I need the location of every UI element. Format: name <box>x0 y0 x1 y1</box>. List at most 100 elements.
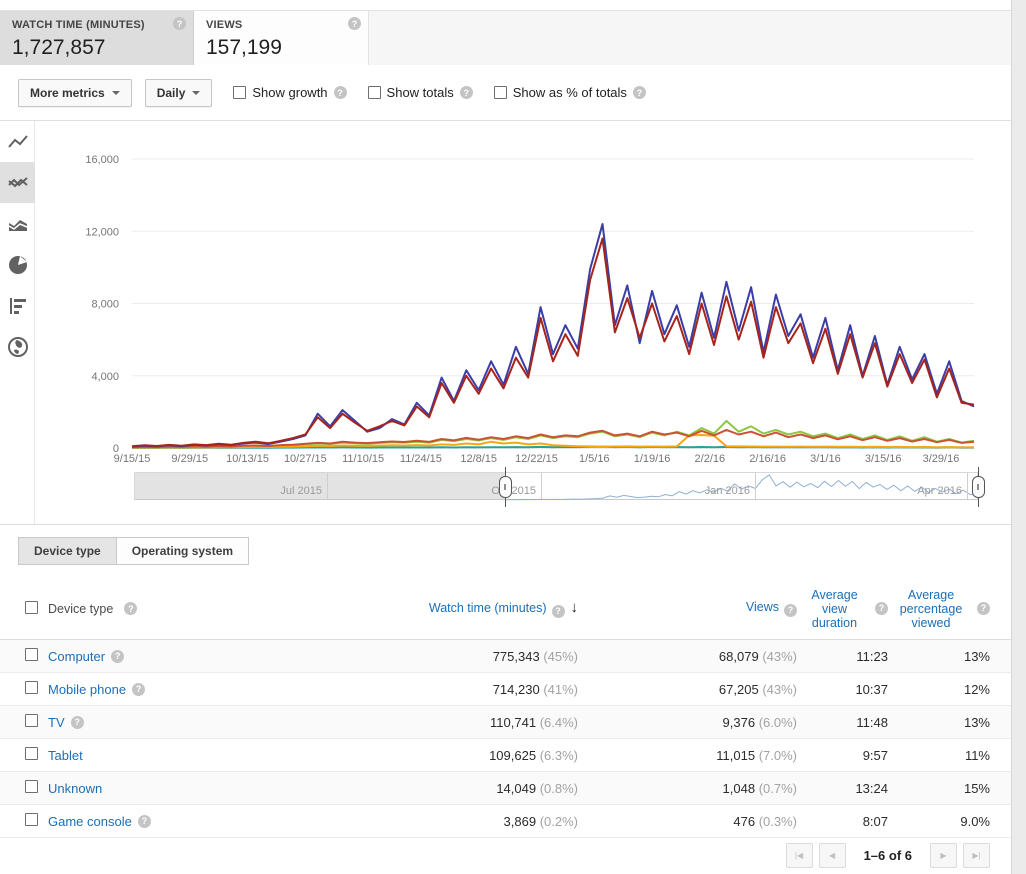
help-icon[interactable] <box>977 601 990 615</box>
x-axis-tick: 11/24/15 <box>400 453 442 465</box>
x-axis-tick: 9/29/15 <box>171 453 208 465</box>
table-row[interactable]: Tablet 109,625 (6.3%) 11,015 (7.0%) 9:57 11% <box>0 739 1011 772</box>
device-type-link[interactable]: Unknown <box>48 780 103 796</box>
x-axis-tick: 3/1/16 <box>810 453 841 465</box>
scrubber-sparkline <box>505 474 978 501</box>
scrubber-handle-right[interactable] <box>972 467 985 507</box>
checkbox-label: Show growth <box>252 85 328 100</box>
checkbox-icon[interactable] <box>233 86 247 99</box>
column-avg-view-duration[interactable]: Average view duration <box>797 588 888 630</box>
table-row[interactable]: Computer 775,343 (45%) 68,079 (43%) 11:23 13… <box>0 640 1011 673</box>
column-watch-time-sort[interactable]: Watch time (minutes) <box>428 601 547 616</box>
tab-operating-system[interactable]: Operating system <box>116 537 250 565</box>
metric-card-watch-time[interactable]: WATCH TIME (MINUTES) 1,727,857 <box>0 11 194 65</box>
y-axis-tick: 12,000 <box>85 226 119 238</box>
watch-time-cell: 110,741 (6.4%) <box>490 714 578 730</box>
views-cell: 9,376 (6.0%) <box>722 714 797 730</box>
checkbox-icon[interactable] <box>367 86 381 99</box>
help-icon[interactable] <box>459 86 473 99</box>
page-gutter <box>1011 0 1026 874</box>
avg-view-duration-cell: 8:07 <box>862 813 888 829</box>
metric-value: 1,727,857 <box>12 36 106 59</box>
help-icon[interactable] <box>137 814 151 828</box>
interval-daily-button[interactable]: Daily <box>144 78 213 107</box>
more-metrics-button[interactable]: More metrics <box>18 78 132 107</box>
row-checkbox[interactable] <box>25 813 38 826</box>
show-totals-checkbox[interactable]: Show totals <box>367 85 473 100</box>
column-views-sort[interactable]: Views <box>745 600 779 615</box>
sort-desc-icon[interactable] <box>571 599 579 616</box>
help-icon[interactable] <box>132 682 146 696</box>
column-avg-percentage-viewed[interactable]: Average percentage viewed <box>888 588 990 630</box>
pagination: |◀ ◀ 1–6 of 6 ▶ ▶| <box>0 843 990 868</box>
more-metrics-label: More metrics <box>30 85 105 100</box>
header-line: Average <box>907 587 955 602</box>
x-axis-tick: 12/22/15 <box>515 453 558 465</box>
scrubber-unselected-range <box>135 473 505 499</box>
chart-type-stacked-area-icon[interactable] <box>0 203 35 244</box>
help-icon[interactable] <box>348 17 361 30</box>
next-page-button[interactable]: ▶ <box>930 843 957 868</box>
help-icon[interactable] <box>173 17 186 30</box>
report-tabs: Device type Operating system <box>18 537 250 565</box>
table-header-row: Device type Watch time (minutes) Views A… <box>0 578 1011 640</box>
device-type-link[interactable]: Game console <box>48 813 132 829</box>
table-row[interactable]: Game console 3,869 (0.2%) 476 (0.3%) 8:07 9.… <box>0 805 1011 838</box>
series-unknown <box>131 434 975 449</box>
table-row[interactable]: Unknown 14,049 (0.8%) 1,048 (0.7%) 13:24 15% <box>0 772 1011 805</box>
time-range-scrubber[interactable]: Jul 2015 Oct 2015 Jan 2016 Apr 2016 <box>134 467 985 507</box>
avg-percentage-cell: 13% <box>963 714 990 730</box>
last-page-button[interactable]: ▶| <box>963 843 990 868</box>
checkbox-icon[interactable] <box>493 86 507 99</box>
device-type-link[interactable]: Mobile phone <box>48 681 127 697</box>
x-axis-tick: 10/27/15 <box>284 453 327 465</box>
row-checkbox[interactable] <box>25 780 38 793</box>
line-chart[interactable]: 0 4,000 8,000 12,000 16,000 9/15/15 9/29/15 10/… <box>35 121 1011 469</box>
row-checkbox[interactable] <box>25 681 38 694</box>
help-icon[interactable] <box>70 715 84 729</box>
x-axis-tick: 1/5/16 <box>579 453 610 465</box>
chart-type-multiline-icon[interactable] <box>0 162 35 203</box>
device-type-link[interactable]: Computer <box>48 648 106 664</box>
table-row[interactable]: Mobile phone 714,230 (41%) 67,205 (43%) 10:… <box>0 673 1011 706</box>
chevron-down-icon <box>111 90 120 95</box>
chart-type-line-icon[interactable] <box>0 121 35 162</box>
help-icon[interactable] <box>875 601 888 615</box>
tab-device-type[interactable]: Device type <box>18 537 117 565</box>
scrubber-handle-left[interactable] <box>499 467 512 507</box>
device-type-table: Device type Watch time (minutes) Views A… <box>0 578 1011 838</box>
row-checkbox[interactable] <box>25 648 38 661</box>
handle-grip-icon[interactable] <box>972 476 985 498</box>
checkbox-label: Show totals <box>386 85 454 100</box>
first-page-button[interactable]: |◀ <box>785 843 813 868</box>
help-icon[interactable] <box>333 86 347 99</box>
help-icon[interactable] <box>124 602 138 615</box>
chart-type-pie-icon[interactable] <box>0 244 35 285</box>
help-icon[interactable] <box>784 603 797 617</box>
header-line: percentage <box>899 601 963 616</box>
select-all-checkbox[interactable] <box>25 600 38 614</box>
prev-page-button[interactable]: ◀ <box>818 843 846 868</box>
views-cell: 67,205 (43%) <box>718 681 797 697</box>
metric-card-views[interactable]: VIEWS 157,199 <box>194 11 369 65</box>
avg-view-duration-cell: 13:24 <box>855 780 888 796</box>
help-icon[interactable] <box>551 604 565 618</box>
show-growth-checkbox[interactable]: Show growth <box>233 85 347 100</box>
row-checkbox[interactable] <box>25 747 38 760</box>
help-icon[interactable] <box>632 86 646 99</box>
table-row[interactable]: TV 110,741 (6.4%) 9,376 (6.0%) 11:48 13% <box>0 706 1011 739</box>
help-icon[interactable] <box>111 649 125 663</box>
x-axis-tick: 11/10/15 <box>342 453 384 465</box>
handle-grip-icon[interactable] <box>499 476 512 498</box>
chart-type-map-icon[interactable] <box>0 326 35 367</box>
show-percent-totals-checkbox[interactable]: Show as % of totals <box>493 85 646 100</box>
device-type-link[interactable]: Tablet <box>48 747 83 763</box>
row-checkbox[interactable] <box>25 714 38 727</box>
chart-type-bar-icon[interactable] <box>0 285 35 326</box>
series-computer <box>131 223 975 448</box>
watch-time-cell: 14,049 (0.8%) <box>496 780 578 796</box>
device-type-link[interactable]: TV <box>48 714 65 730</box>
views-cell: 11,015 (7.0%) <box>716 747 797 763</box>
y-axis-tick: 0 <box>113 443 119 455</box>
